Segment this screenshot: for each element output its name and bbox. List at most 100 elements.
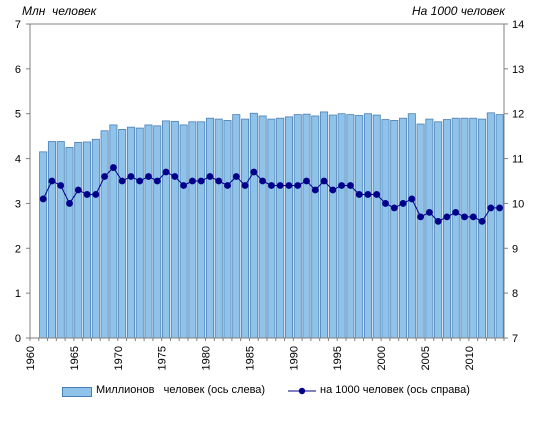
left-axis-title: Млн человек: [22, 4, 97, 18]
point-1968: [101, 173, 109, 180]
bar-1962: [47, 141, 56, 339]
point-2011: [478, 217, 486, 225]
bar-1982: [223, 120, 232, 339]
bar-2005: [425, 118, 434, 339]
x-tick-label-1970: 1970: [113, 346, 125, 370]
point-1964: [66, 200, 73, 207]
left-tick-label-7: 7: [15, 19, 21, 31]
bar-1999: [372, 114, 381, 339]
bar-1964: [65, 146, 74, 339]
point-1999: [373, 191, 381, 198]
bar-1963: [56, 141, 65, 339]
bar-1978: [188, 121, 197, 339]
left-tick-label-1: 1: [15, 288, 21, 300]
point-2003: [408, 195, 416, 203]
left-tick-label-5: 5: [15, 109, 21, 121]
point-2004: [417, 213, 425, 221]
point-2013: [496, 204, 504, 212]
bar-2009: [460, 117, 469, 339]
x-tick-label-2005: 2005: [420, 346, 432, 370]
bar-1976: [170, 120, 179, 339]
point-1969: [109, 164, 117, 171]
bar-1992: [311, 115, 320, 339]
point-2007: [443, 213, 451, 221]
point-1971: [127, 173, 135, 180]
bar-2002: [399, 117, 408, 339]
point-2002: [399, 200, 407, 207]
point-2012: [487, 204, 495, 212]
point-1998: [364, 191, 372, 198]
point-1974: [153, 177, 161, 185]
right-tick-label-8: 8: [512, 288, 518, 300]
bar-1968: [100, 130, 109, 339]
bar-1970: [118, 129, 127, 339]
bar-1991: [302, 113, 311, 339]
bar-2013: [495, 114, 504, 339]
x-tick-label-2010: 2010: [464, 346, 476, 370]
bar-1990: [293, 114, 302, 339]
right-tick-label-13: 13: [512, 64, 524, 76]
bar-1965: [74, 142, 83, 339]
bar-1966: [83, 141, 92, 339]
bar-1987: [267, 118, 276, 339]
right-tick-label-9: 9: [512, 243, 518, 255]
bar-2001: [390, 120, 399, 339]
bar-1998: [363, 113, 372, 339]
left-tick-label-2: 2: [15, 243, 21, 255]
point-2005: [425, 209, 433, 216]
point-1970: [118, 177, 126, 185]
x-tick-label-1960: 1960: [25, 346, 37, 370]
bar-1985: [249, 112, 258, 339]
point-1980: [206, 173, 214, 180]
legend-item-line: на 1000 человек (ось справа): [288, 383, 470, 431]
legend-item-bars: Миллионов человек (ось слева): [62, 383, 265, 431]
x-tick-label-1975: 1975: [157, 346, 169, 370]
bar-1980: [205, 117, 214, 339]
point-1973: [145, 173, 152, 180]
legend-swatch-line: [288, 387, 316, 395]
bar-1975: [162, 120, 171, 339]
bar-1971: [126, 126, 135, 339]
point-2000: [382, 200, 389, 207]
bar-1972: [135, 127, 144, 339]
bar-1974: [153, 125, 162, 339]
bar-1984: [241, 118, 250, 339]
point-1993: [320, 177, 328, 185]
point-1996: [346, 182, 354, 189]
bar-1993: [320, 111, 329, 339]
bar-2006: [434, 121, 443, 339]
x-tick-label-1990: 1990: [288, 346, 300, 370]
point-1979: [197, 177, 205, 185]
legend-swatch-bars: [62, 387, 92, 397]
right-tick-label-11: 11: [512, 154, 523, 166]
bar-1977: [179, 124, 188, 339]
point-2009: [461, 213, 468, 221]
point-1985: [250, 168, 258, 176]
point-1976: [171, 173, 179, 180]
bar-2011: [478, 118, 487, 339]
bar-2003: [407, 113, 416, 339]
point-1986: [259, 177, 267, 185]
x-tick-label-1985: 1985: [244, 346, 256, 370]
point-1983: [232, 173, 240, 180]
left-tick-label-4: 4: [15, 154, 21, 166]
point-1962: [48, 177, 56, 185]
x-tick-label-1995: 1995: [332, 346, 344, 370]
bar-2007: [442, 119, 451, 339]
bar-1986: [258, 115, 267, 339]
bar-1983: [232, 114, 241, 339]
point-1963: [57, 182, 65, 189]
bar-1988: [276, 117, 285, 339]
point-1977: [180, 182, 188, 189]
bar-1981: [214, 118, 223, 339]
bar-1994: [328, 114, 337, 339]
x-tick-label-1980: 1980: [201, 346, 213, 370]
bar-2000: [381, 119, 390, 339]
bar-2004: [416, 123, 425, 339]
point-1965: [74, 186, 82, 194]
legend-label-line: на 1000 человек (ось справа): [320, 384, 470, 396]
bar-1969: [109, 124, 118, 339]
point-1995: [338, 182, 346, 189]
point-1967: [92, 191, 100, 198]
